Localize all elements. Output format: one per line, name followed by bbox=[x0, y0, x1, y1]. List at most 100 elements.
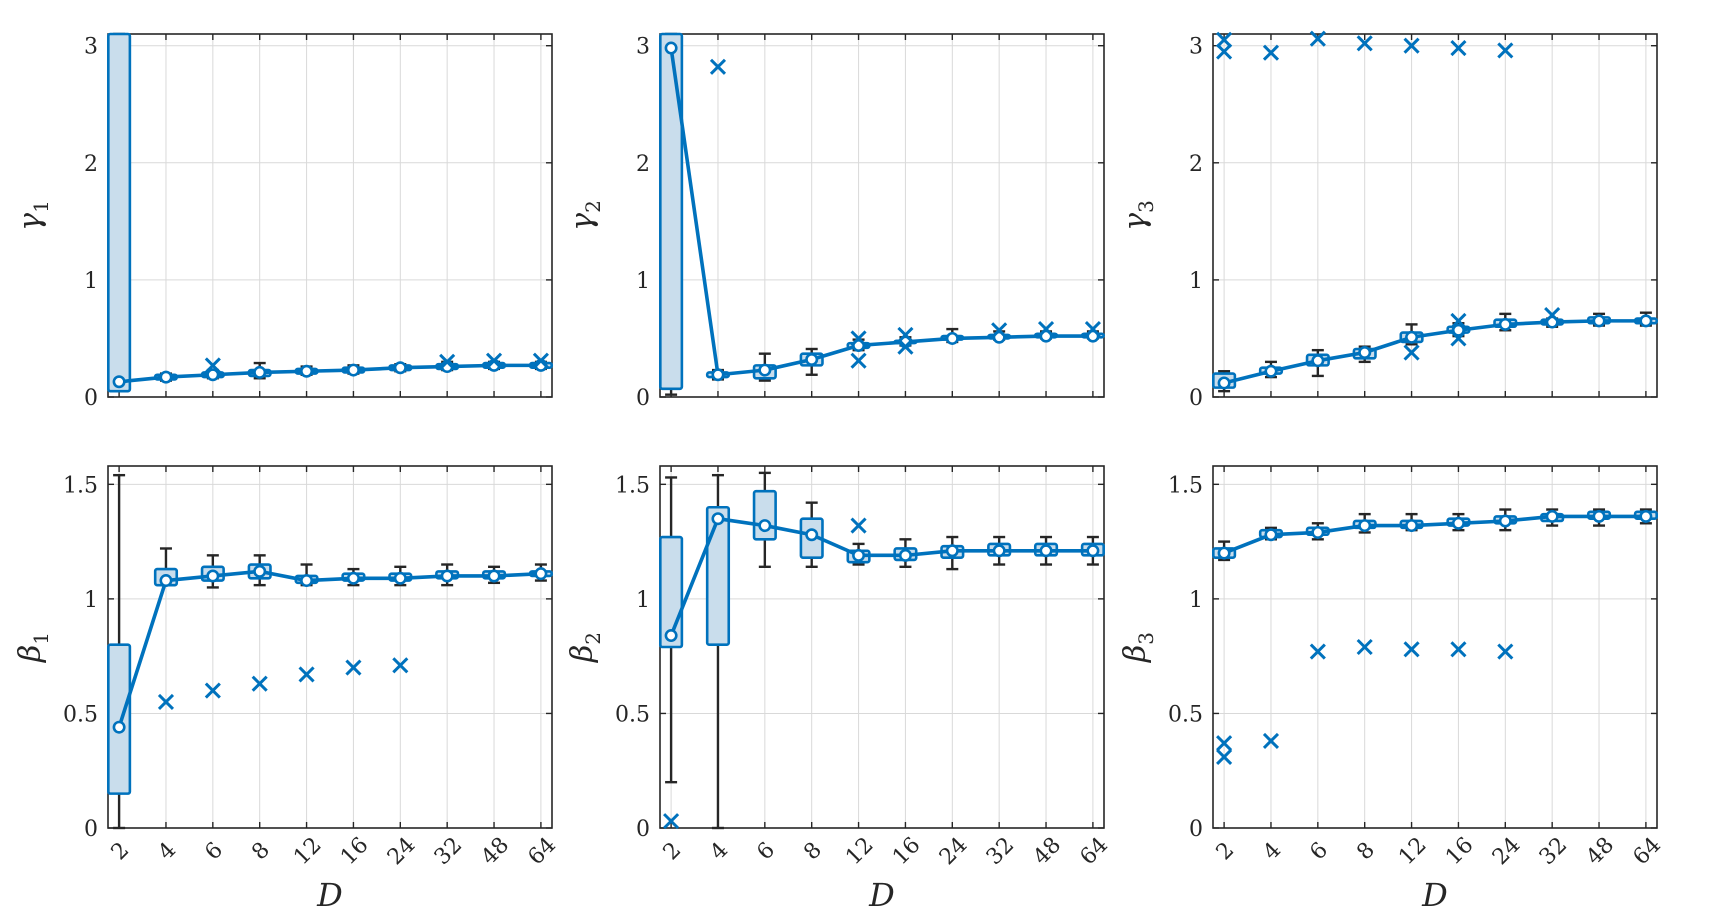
outlier-stroke bbox=[897, 338, 914, 355]
box bbox=[752, 489, 777, 541]
median-point bbox=[393, 571, 407, 585]
outlier-marker bbox=[345, 659, 362, 676]
outlier-stroke bbox=[1309, 30, 1326, 47]
outlier-stroke bbox=[204, 357, 221, 374]
median-point bbox=[1086, 544, 1100, 558]
outlier-marker bbox=[1450, 330, 1467, 347]
outlier-stroke bbox=[1450, 641, 1467, 658]
median-point bbox=[440, 569, 454, 583]
y-tick-label: 0.5 bbox=[63, 702, 98, 727]
median-point bbox=[1358, 346, 1372, 360]
outlier-stroke bbox=[1497, 643, 1514, 660]
y-tick-label: 1.5 bbox=[1168, 473, 1203, 498]
outlier-stroke bbox=[709, 58, 727, 75]
y-tick-label: 0 bbox=[84, 386, 98, 411]
outlier-marker bbox=[709, 58, 727, 75]
y-axis-label: β3 bbox=[1118, 632, 1158, 663]
outlier-marker bbox=[897, 338, 914, 355]
median-point bbox=[1039, 544, 1053, 558]
outlier-stroke bbox=[850, 517, 867, 534]
outlier-marker bbox=[1403, 641, 1420, 658]
median-line bbox=[117, 569, 541, 728]
median-point bbox=[300, 364, 314, 378]
outlier-marker bbox=[1262, 732, 1280, 749]
outlier-marker bbox=[850, 517, 867, 534]
median-point bbox=[159, 370, 173, 384]
box bbox=[659, 32, 684, 391]
outlier-stroke bbox=[1403, 37, 1420, 54]
outlier-stroke bbox=[439, 353, 456, 370]
outlier-stroke bbox=[1216, 43, 1233, 60]
outlier-stroke bbox=[897, 326, 914, 343]
median-point bbox=[711, 512, 725, 526]
median-point bbox=[1592, 314, 1606, 328]
outlier-stroke bbox=[1497, 42, 1514, 59]
outlier-marker bbox=[251, 675, 268, 692]
outlier-stroke bbox=[251, 675, 268, 692]
outlier-stroke bbox=[1216, 31, 1233, 48]
y-tick-label: 3 bbox=[1189, 35, 1203, 60]
box bbox=[107, 643, 132, 795]
median-point bbox=[805, 528, 819, 542]
outlier-marker bbox=[439, 353, 456, 370]
outlier-stroke bbox=[1309, 643, 1326, 660]
y-axis-label-subscript: 2 bbox=[581, 200, 605, 213]
y-tick-label: 0 bbox=[84, 817, 98, 842]
outlier-marker bbox=[1084, 321, 1101, 338]
median-point bbox=[206, 569, 220, 583]
y-axis-label-subscript: 2 bbox=[581, 632, 605, 645]
outlier-marker bbox=[1497, 42, 1514, 59]
y-tick-label: 3 bbox=[84, 35, 98, 60]
outlier-marker bbox=[1403, 344, 1420, 361]
median-point bbox=[758, 519, 772, 533]
x-axis-label: D bbox=[868, 876, 895, 914]
median-point bbox=[1311, 525, 1325, 539]
median-point bbox=[758, 363, 772, 377]
outlier-stroke bbox=[157, 693, 175, 711]
outlier-marker bbox=[850, 330, 867, 347]
panel-gamma_2: 0 1 2 3 γ2 bbox=[565, 32, 1105, 411]
outlier-stroke bbox=[1216, 748, 1233, 766]
median-point bbox=[852, 548, 866, 562]
outlier-stroke bbox=[1450, 39, 1467, 57]
outlier-stroke bbox=[392, 657, 409, 674]
median-point bbox=[346, 363, 360, 377]
outlier-marker bbox=[663, 813, 680, 830]
outlier-stroke bbox=[1037, 321, 1055, 338]
y-axis-label-subscript: 3 bbox=[1134, 200, 1158, 213]
outlier-marker bbox=[1216, 735, 1233, 752]
median-line bbox=[669, 516, 1093, 637]
median-point bbox=[805, 353, 819, 367]
outlier-marker bbox=[157, 693, 175, 711]
axes-frame bbox=[1212, 33, 1658, 398]
y-tick-label: 0.5 bbox=[615, 702, 650, 727]
outlier-stroke bbox=[1262, 732, 1280, 749]
outlier-stroke bbox=[850, 330, 867, 347]
outlier-marker bbox=[850, 352, 867, 369]
median-point bbox=[1358, 519, 1372, 533]
outlier-stroke bbox=[1084, 321, 1101, 338]
median-point bbox=[159, 574, 173, 588]
outlier-stroke bbox=[1356, 35, 1373, 52]
y-tick-label: 0 bbox=[1189, 817, 1203, 842]
y-tick-label: 2 bbox=[1189, 152, 1203, 177]
outlier-marker bbox=[485, 352, 503, 369]
median-point bbox=[711, 368, 725, 382]
y-tick-label: 0 bbox=[636, 386, 650, 411]
median-point bbox=[253, 365, 267, 379]
outlier-marker bbox=[298, 666, 315, 683]
outlier-marker bbox=[1356, 35, 1373, 52]
y-axis-label: γ1 bbox=[13, 200, 53, 231]
y-tick-label: 1 bbox=[636, 269, 650, 294]
y-tick-label: 1.5 bbox=[63, 473, 98, 498]
median-point bbox=[1545, 509, 1559, 523]
median-point bbox=[487, 569, 501, 583]
outlier-stroke bbox=[1450, 330, 1467, 347]
outlier-marker bbox=[1497, 643, 1514, 660]
median-line bbox=[1223, 514, 1646, 555]
y-axis-label-subscript: 1 bbox=[29, 632, 53, 645]
x-axis-label: D bbox=[1421, 876, 1448, 914]
outlier-stroke bbox=[1544, 306, 1561, 324]
